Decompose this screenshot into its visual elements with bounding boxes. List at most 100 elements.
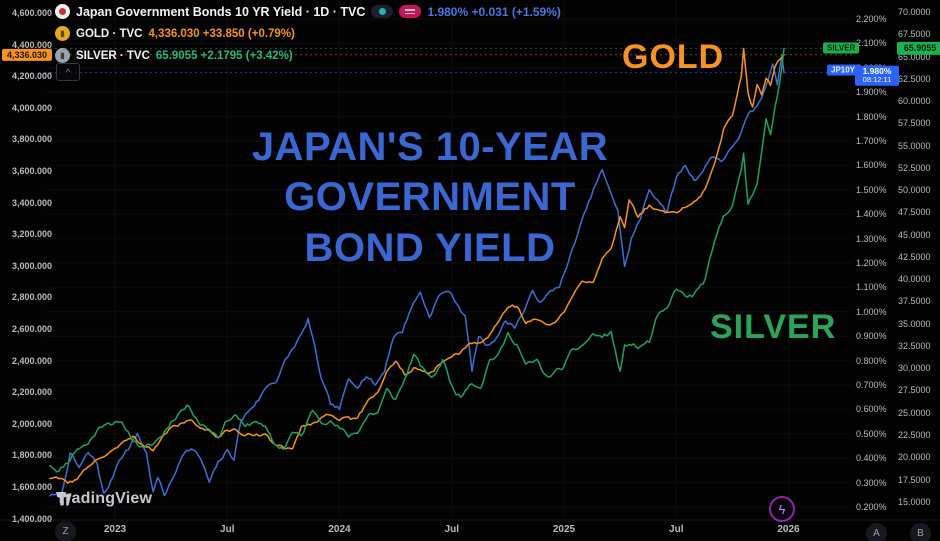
jgb-price-label: 1.980% 08:12:11 — [855, 65, 899, 86]
legend-row-silver[interactable]: ▮ SILVER · TVC 65.9055 +2.1795 (+3.42%) — [55, 48, 293, 63]
series-line-gold[interactable] — [49, 47, 785, 484]
silver-axis-tick: 52.5000 — [898, 162, 931, 173]
silver-axis-tick: 25.0000 — [898, 407, 931, 418]
silver-axis-tick: 50.0000 — [898, 185, 931, 196]
silver-axis-tick: 60.0000 — [898, 96, 931, 107]
time-axis-tick: 2025 — [552, 524, 576, 535]
gold-axis-tick: 3,200.000 — [12, 229, 53, 240]
jgb-price-value: 1.980% — [862, 65, 892, 76]
silver-axis-tick: 20.0000 — [898, 452, 931, 463]
yield-axis-tick: 1.300% — [856, 233, 887, 244]
yield-axis-tick: 1.200% — [856, 258, 887, 268]
yield-axis-tick: 1.600% — [856, 160, 887, 171]
time-axis-tick: 2023 — [103, 524, 127, 535]
yield-axis-tick: 0.200% — [856, 502, 887, 512]
silver-axis-tick: 30.0000 — [898, 363, 931, 374]
gold-axis-tick: 3,400.000 — [12, 197, 53, 208]
gold-axis-tick: 4,400.000 — [12, 39, 53, 50]
boost-lightning-button[interactable]: ϟ — [769, 496, 795, 522]
silver-axis-tick: 40.0000 — [898, 274, 931, 285]
yield-axis-tick: 1.700% — [856, 136, 887, 146]
yield-axis-tick: 0.800% — [856, 355, 887, 366]
time-axis-tick: Jul — [220, 524, 235, 535]
zoom-out-button[interactable]: Z — [55, 521, 76, 541]
gold-axis-tick: 1,800.000 — [12, 450, 53, 461]
annotation-silver-label: SILVER — [710, 308, 837, 346]
legend-row-jgb[interactable]: Japan Government Bonds 10 YR Yield · 1D … — [55, 4, 561, 19]
time-axis-tick: 2026 — [777, 524, 800, 535]
yield-axis-tick: 0.600% — [856, 404, 887, 415]
silver-price-label: 65.9055 — [897, 42, 940, 55]
time-axis-tick: Jul — [669, 524, 684, 535]
japan-flag-icon — [55, 4, 70, 19]
silver-axis-tick: 27.5000 — [898, 385, 931, 396]
corner-button-a[interactable]: A — [866, 523, 887, 541]
silver-axis-tick: 22.5000 — [898, 430, 931, 440]
jgb-series-badge[interactable]: JP10Y — [827, 64, 860, 76]
silver-axis-tick: 55.0000 — [898, 140, 931, 151]
yield-axis-tick: 0.500% — [856, 428, 887, 439]
gold-axis-tick: 1,600.000 — [12, 482, 53, 492]
gold-axis-tick: 2,200.000 — [12, 387, 53, 398]
legend-value-silver: 65.9055 +2.1795 (+3.42%) — [155, 49, 293, 62]
gold-icon: ▮ — [55, 26, 70, 41]
corner-button-b[interactable]: B — [910, 523, 931, 541]
legend-value-jgb: 1.980% +0.031 (+1.59%) — [427, 4, 561, 19]
annotation-title-line1: JAPAN'S 10-YEAR — [251, 125, 609, 169]
legend-symbol-jgb[interactable]: Japan Government Bonds 10 YR Yield · 1D … — [76, 4, 366, 19]
annotation-title-line3: BOND YIELD — [304, 225, 556, 270]
yield-axis-tick: 2.200% — [856, 14, 887, 24]
silver-axis-tick: 45.0000 — [898, 229, 931, 240]
silver-axis-tick: 35.0000 — [898, 318, 931, 329]
silver-series-badge[interactable]: SILVER — [823, 42, 860, 54]
yield-axis-tick: 1.000% — [856, 306, 887, 317]
yield-axis-tick: 1.500% — [856, 184, 887, 195]
yield-axis-tick: 1.900% — [856, 87, 887, 98]
gold-axis-tick: 2,800.000 — [12, 292, 53, 303]
gold-axis-tick: 3,000.000 — [12, 260, 53, 271]
tradingview-logo-text: TradingView — [56, 490, 153, 507]
silver-axis-tick: 67.5000 — [898, 29, 931, 40]
legend-row-gold[interactable]: ▮ GOLD · TVC 4,336.030 +33.850 (+0.79%) — [55, 26, 295, 41]
annotation-title-line2: GOVERNMENT — [284, 175, 576, 220]
series-line-silver[interactable] — [49, 47, 785, 473]
annotation-gold-label: GOLD — [622, 38, 725, 76]
yield-axis-tick: 2.100% — [856, 38, 887, 49]
gold-axis-tick: 2,400.000 — [12, 355, 53, 366]
legend-symbol-silver[interactable]: SILVER · TVC — [76, 49, 150, 62]
silver-axis-tick: 17.5000 — [898, 474, 931, 485]
gold-axis-tick: 3,600.000 — [12, 166, 53, 176]
gold-axis-tick: 4,000.000 — [12, 102, 53, 113]
tradingview-logo[interactable]: TradingView — [56, 490, 152, 508]
legend-value-gold: 4,336.030 +33.850 (+0.79%) — [148, 27, 295, 40]
jgb-price-time: 08:12:11 — [862, 75, 892, 85]
silver-axis-tick: 42.5000 — [898, 251, 931, 262]
gold-axis-tick: 4,200.000 — [12, 71, 53, 82]
yield-axis-tick: 1.800% — [856, 111, 887, 122]
yield-axis-tick: 0.400% — [856, 453, 887, 464]
silver-axis-tick: 65.0000 — [898, 51, 931, 62]
silver-axis-tick: 32.5000 — [898, 340, 931, 351]
silver-axis-tick: 15.0000 — [898, 496, 931, 507]
legend-symbol-gold[interactable]: GOLD · TVC — [76, 27, 143, 40]
silver-icon: ▮ — [55, 48, 70, 63]
time-axis-tick: 2024 — [328, 524, 351, 535]
gold-axis-tick: 1,400.000 — [12, 513, 53, 524]
alert-flag-icon[interactable] — [399, 5, 422, 18]
visibility-toggle-icon[interactable] — [371, 5, 394, 18]
silver-axis-tick: 47.5000 — [898, 207, 931, 218]
yield-axis-tick: 1.400% — [856, 209, 887, 220]
gold-axis-tick: 2,600.000 — [12, 324, 53, 334]
tradingview-logo-icon — [57, 493, 72, 506]
gold-price-label: 4,336.030 — [2, 48, 52, 61]
silver-axis-tick: 70.0000 — [898, 7, 931, 17]
gold-axis-tick: 4,600.000 — [12, 8, 53, 18]
series-line-jp10y-yield[interactable] — [49, 54, 785, 499]
silver-axis-tick: 62.5000 — [898, 73, 931, 84]
legend-collapse-button[interactable]: ^ — [56, 63, 80, 81]
yield-axis-tick: 0.300% — [856, 477, 887, 488]
silver-axis-tick: 37.5000 — [898, 296, 931, 307]
time-axis-tick: Jul — [444, 524, 459, 535]
silver-axis-tick: 57.5000 — [898, 118, 931, 129]
